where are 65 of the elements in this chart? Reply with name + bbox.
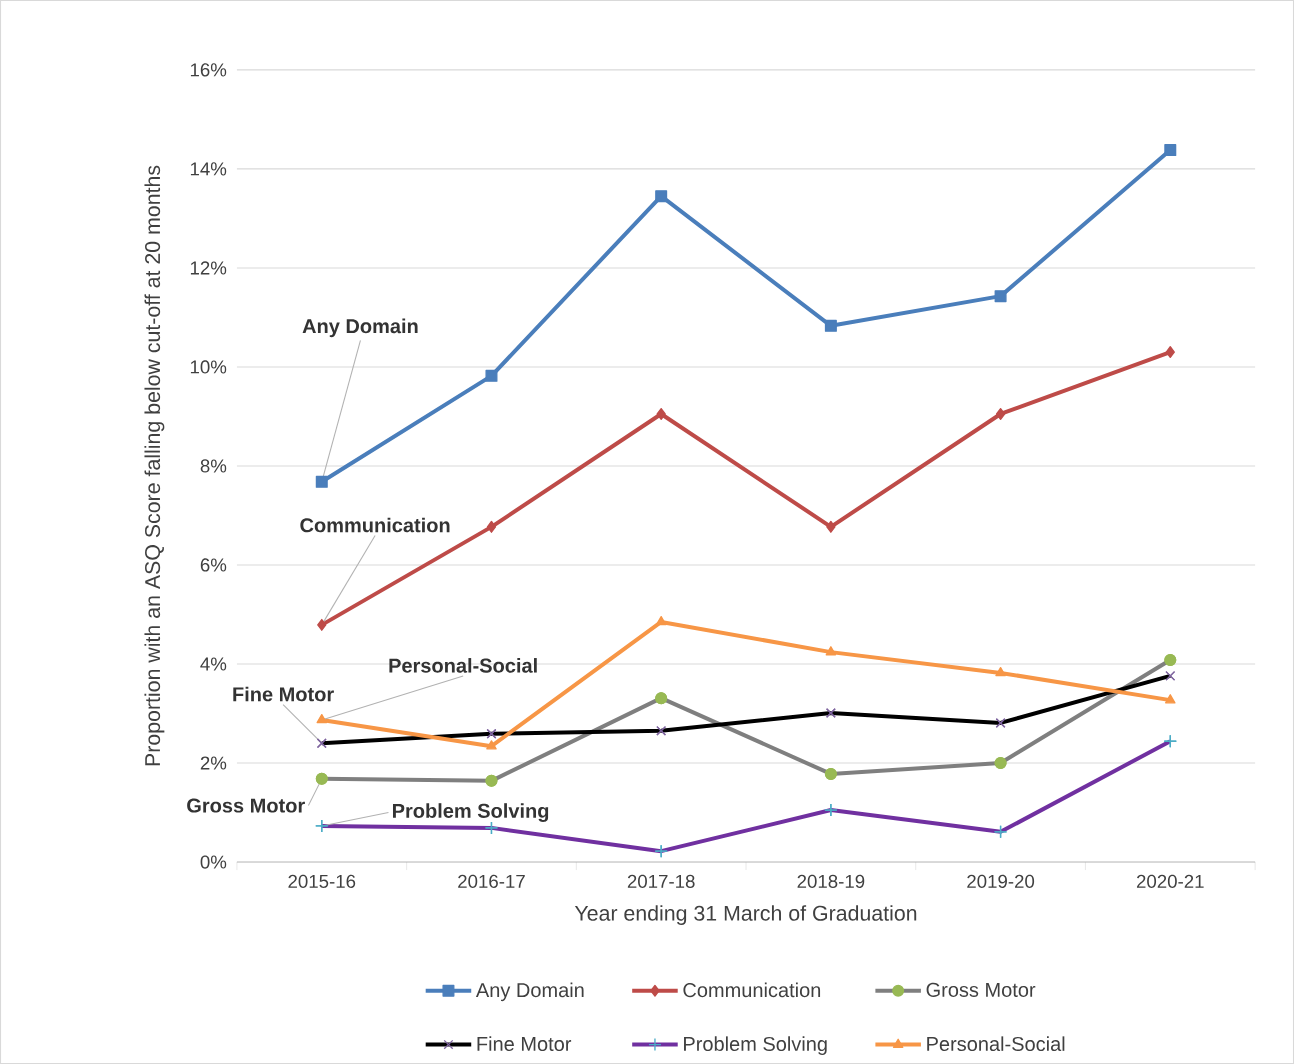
point — [316, 738, 327, 749]
point — [826, 520, 836, 533]
y-tick-label: 10% — [190, 360, 227, 374]
x-tick-label: 2016-17 — [458, 874, 525, 888]
point — [1165, 694, 1176, 704]
point — [824, 767, 837, 780]
point — [317, 618, 327, 631]
y-axis-title: Proportion with an ASQ Score falling below cut-off at 20 months — [144, 165, 165, 766]
point — [315, 819, 329, 833]
point — [485, 369, 498, 382]
point — [484, 821, 499, 835]
y-tick-label: 12% — [190, 261, 227, 275]
point — [656, 407, 666, 420]
point — [824, 803, 838, 817]
y-tick-label: 8% — [200, 459, 227, 473]
y-tick-label: 4% — [200, 657, 227, 671]
point — [825, 708, 836, 718]
x-tick-label: 2020-21 — [1136, 874, 1204, 888]
annotation: Communication — [300, 517, 450, 533]
point — [656, 725, 667, 736]
annotation: Problem Solving — [392, 803, 549, 822]
legend-label: Fine Motor — [477, 1036, 572, 1052]
point — [825, 646, 837, 656]
point — [1165, 670, 1176, 681]
point — [655, 692, 668, 705]
y-tick-label: 6% — [200, 558, 227, 572]
point — [994, 757, 1007, 770]
point — [995, 407, 1006, 420]
point — [824, 319, 837, 332]
point — [1165, 346, 1175, 359]
point — [315, 475, 328, 488]
point — [993, 825, 1008, 839]
y-tick-label: 14% — [190, 162, 227, 176]
x-tick-label: 2017-18 — [627, 874, 695, 888]
annotation: Fine Motor — [233, 686, 334, 702]
point — [486, 520, 497, 533]
annotation: Gross Motor — [187, 798, 305, 813]
point — [655, 190, 668, 203]
point — [654, 844, 668, 858]
point — [486, 728, 497, 739]
legend-label: Gross Motor — [926, 982, 1036, 997]
point — [995, 666, 1006, 677]
annotation: Any Domain — [302, 318, 418, 338]
legend-label: Any Domain — [475, 982, 584, 1002]
y-tick-label: 0% — [200, 855, 227, 869]
point — [655, 615, 667, 626]
point — [486, 740, 497, 750]
x-tick-label: 2019-20 — [967, 874, 1035, 888]
point — [1163, 734, 1177, 748]
point — [1164, 144, 1177, 157]
point — [1164, 654, 1177, 667]
legend-label: Personal-Social — [927, 1036, 1065, 1052]
point — [994, 290, 1007, 303]
y-tick-label: 16% — [190, 63, 227, 77]
x-tick-label: 2015-16 — [288, 874, 356, 888]
y-tick-label: 2% — [200, 756, 227, 770]
legend-label: Problem Solving — [684, 1036, 827, 1055]
point — [315, 772, 328, 785]
point — [485, 774, 498, 787]
legend-label: Communication — [683, 982, 821, 998]
point — [995, 718, 1006, 728]
point — [316, 713, 328, 724]
x-axis-title: Year ending 31 March of Graduation — [574, 905, 917, 926]
annotation: Personal-Social — [389, 658, 537, 673]
x-tick-label: 2018-19 — [797, 874, 865, 888]
